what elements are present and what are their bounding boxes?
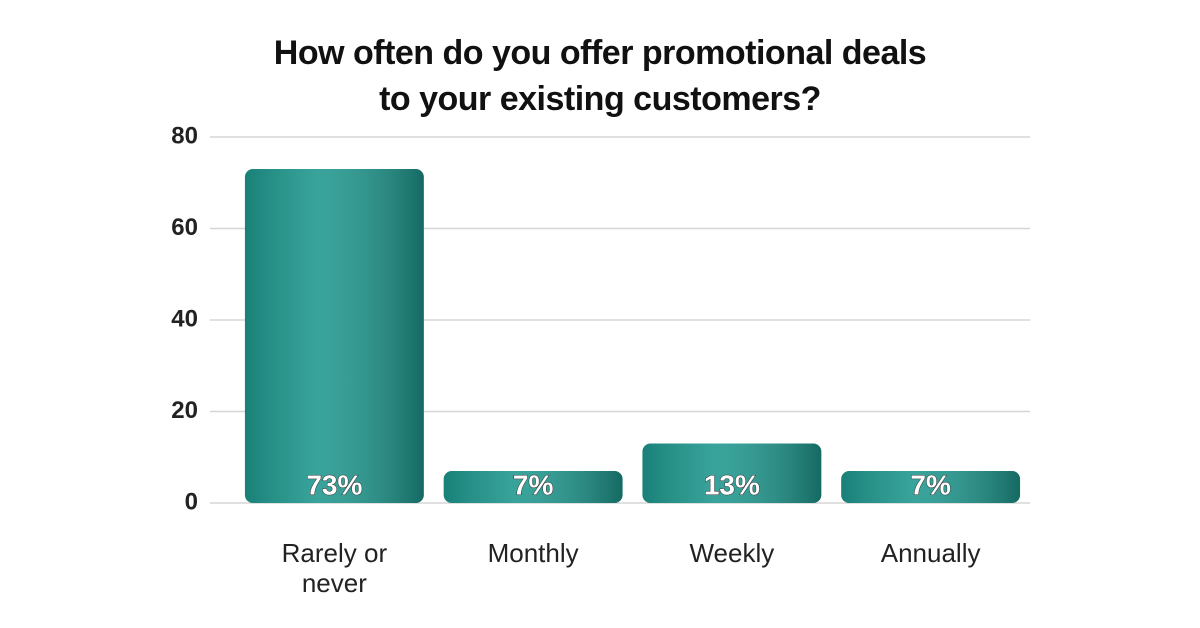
y-tick-label: 80 xyxy=(171,122,198,149)
x-tick-label: Rarely or never xyxy=(281,538,388,598)
x-tick-label: Monthly xyxy=(487,538,579,568)
data-label: 7% xyxy=(910,469,951,500)
y-tick-label: 40 xyxy=(171,305,198,332)
y-tick-label: 60 xyxy=(171,214,198,241)
x-tick-label: Weekly xyxy=(689,538,775,568)
data-label: 73% xyxy=(306,469,362,500)
bar xyxy=(244,169,424,503)
x-tick-label: Annually xyxy=(880,538,981,568)
data-label: 7% xyxy=(513,469,554,500)
y-tick-label: 0 xyxy=(185,488,198,515)
chart-title: How often do you offer promotional deals… xyxy=(273,34,927,118)
data-label: 13% xyxy=(704,469,760,500)
y-tick-label: 20 xyxy=(171,397,198,424)
